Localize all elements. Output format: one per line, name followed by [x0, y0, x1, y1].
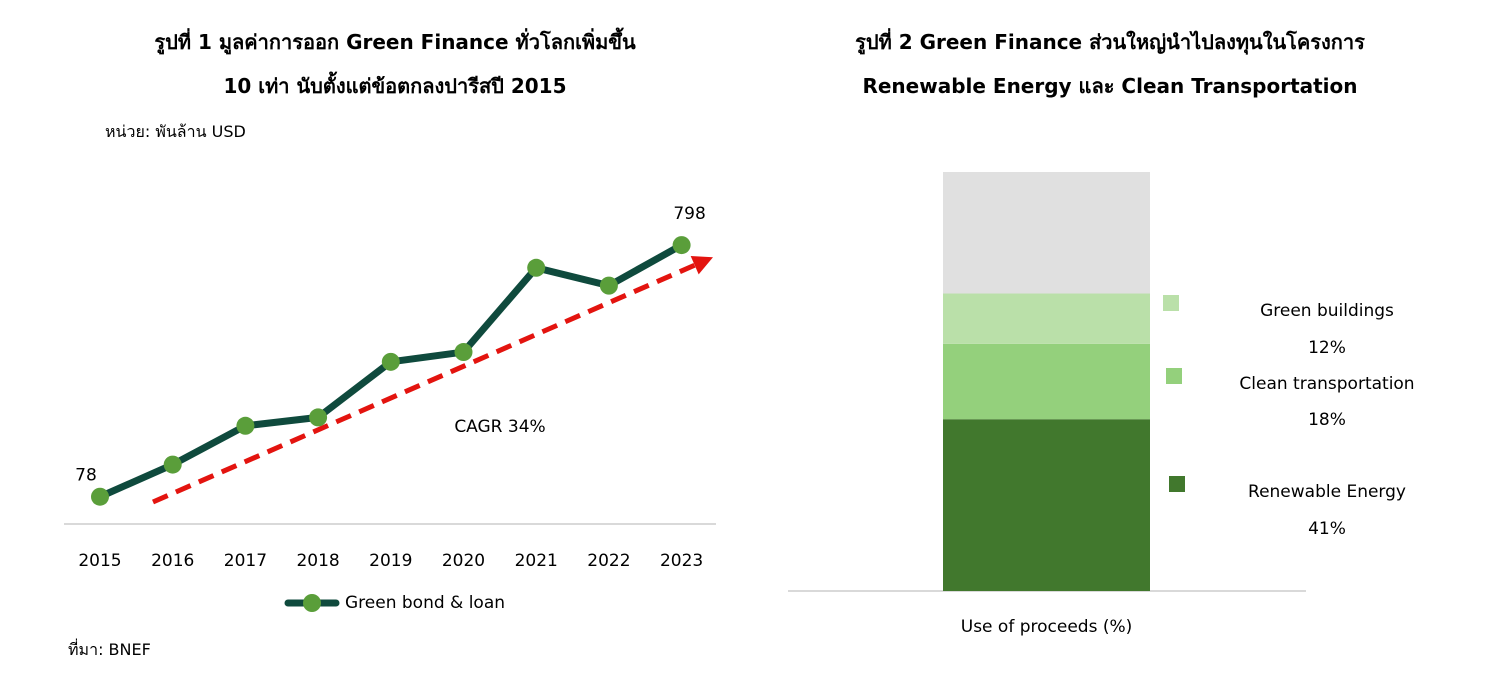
- figure2-bar-segment: [943, 419, 1150, 591]
- figure2-legend-value: 18%: [1308, 410, 1346, 430]
- figure1-data-label: 78: [75, 466, 97, 486]
- figure2-title-line1: รูปที่ 2 Green Finance ส่วนใหญ่นำไปลงทุน…: [855, 30, 1365, 54]
- figure1-x-tick-label: 2016: [151, 551, 194, 571]
- figure1-x-tick-label: 2017: [224, 551, 267, 571]
- figure1-data-point: [381, 352, 400, 371]
- figure1-title-line1: รูปที่ 1 มูลค่าการออก Green Finance ทั่ว…: [154, 30, 636, 54]
- figure1-trendline: [151, 259, 704, 505]
- figure1-source: ที่มา: BNEF: [68, 640, 151, 659]
- figure2-title-line2: Renewable Energy และ Clean Transportatio…: [862, 74, 1358, 98]
- figure1-data-point: [454, 343, 473, 362]
- figure1-legend-label: Green bond & loan: [345, 593, 505, 613]
- figure1-trendline-arrowhead: [690, 256, 713, 275]
- figure1-x-tick-label: 2022: [587, 551, 630, 571]
- figure2-legend-swatch: [1166, 368, 1182, 384]
- figure1-data-point: [309, 408, 328, 427]
- figure2-legend-value: 12%: [1308, 338, 1346, 358]
- figure2-legend-label: Renewable Energy: [1248, 482, 1406, 502]
- figure1-data-point: [527, 258, 546, 277]
- figure1-data-label: 798: [673, 204, 705, 224]
- figure1-x-tick-label: 2021: [515, 551, 558, 571]
- figure1-data-point: [672, 236, 691, 255]
- figure2-legend-label: Clean transportation: [1239, 374, 1414, 394]
- figure1-x-tick-label: 2018: [296, 551, 339, 571]
- figure1-data-point: [163, 455, 182, 474]
- figure1-unit-label: หน่วย: พันล้าน USD: [105, 122, 246, 141]
- figure1-x-tick-label: 2019: [369, 551, 412, 571]
- figure1-x-tick-label: 2023: [660, 551, 703, 571]
- figure2-legend-swatch: [1163, 295, 1179, 311]
- figure2-bar-segment: [943, 172, 1150, 294]
- figure1-legend-marker: [303, 594, 321, 612]
- figure1-title-line2: 10 เท่า นับตั้งแต่ข้อตกลงปารีสปี 2015: [223, 74, 567, 98]
- figure2-bar-segment: [943, 293, 1150, 344]
- figure1-title: รูปที่ 1 มูลค่าการออก Green Finance ทั่ว…: [80, 20, 710, 108]
- figure2-legend-label: Green buildings: [1260, 301, 1394, 321]
- figure2-legend-swatch: [1169, 476, 1185, 492]
- figure1-series-line: [98, 242, 684, 500]
- figure1-data-point: [91, 487, 109, 506]
- figure2-x-axis-label: Use of proceeds (%): [961, 617, 1133, 637]
- figure1-data-point: [599, 276, 618, 295]
- figure2-bar-segment: [943, 343, 1150, 420]
- figure1-x-tick-label: 2020: [442, 551, 485, 571]
- figure2-title: รูปที่ 2 Green Finance ส่วนใหญ่นำไปลงทุน…: [800, 20, 1420, 108]
- figure1-data-point: [236, 416, 255, 435]
- figure2-legend-value: 41%: [1308, 519, 1346, 539]
- figure1-annotation-cagr: CAGR 34%: [454, 417, 545, 437]
- figure1-x-tick-label: 2015: [78, 551, 121, 571]
